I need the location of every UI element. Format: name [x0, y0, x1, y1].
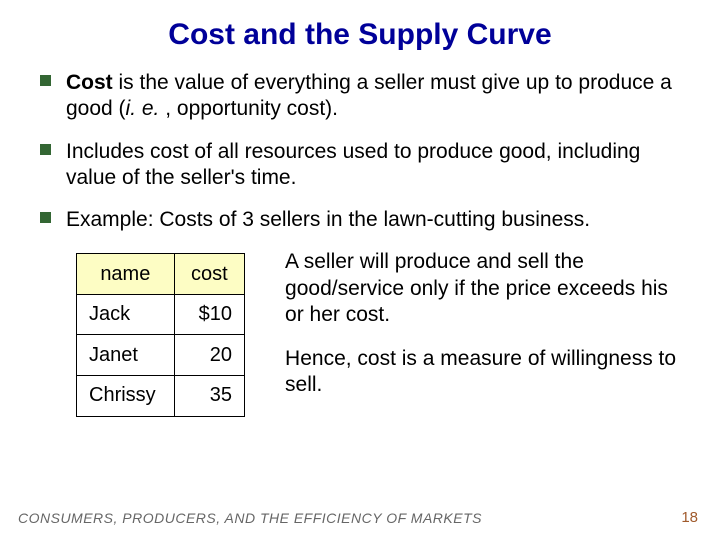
bullet-1-tail: , opportunity cost).: [159, 97, 338, 120]
cell-name: Chrissy: [77, 375, 175, 416]
header-name: name: [77, 254, 175, 295]
bullet-1-italic: i. e.: [126, 97, 160, 120]
cell-name: Janet: [77, 335, 175, 376]
bullet-3: Example: Costs of 3 sellers in the lawn-…: [40, 207, 680, 233]
table-row: Janet 20: [77, 335, 245, 376]
bullet-2: Includes cost of all resources used to p…: [40, 139, 680, 192]
page-number: 18: [681, 509, 698, 526]
cell-name: Jack: [77, 294, 175, 335]
paragraph-1: A seller will produce and sell the good/…: [285, 249, 680, 328]
bullet-1: Cost is the value of everything a seller…: [40, 70, 680, 123]
table-header-row: name cost: [77, 254, 245, 295]
table-row: Jack $10: [77, 294, 245, 335]
cell-cost: 20: [174, 335, 244, 376]
footer-text: CONSUMERS, PRODUCERS, AND THE EFFICIENCY…: [18, 510, 482, 526]
paragraph-2: Hence, cost is a measure of willingness …: [285, 346, 680, 399]
bullet-list: Cost is the value of everything a seller…: [40, 70, 680, 233]
table-row: Chrissy 35: [77, 375, 245, 416]
right-column: A seller will produce and sell the good/…: [285, 249, 680, 416]
slide-title: Cost and the Supply Curve: [40, 18, 680, 52]
cost-table: name cost Jack $10 Janet 20 Chrissy 35: [76, 253, 245, 416]
cell-cost: 35: [174, 375, 244, 416]
header-cost: cost: [174, 254, 244, 295]
bullet-1-bold: Cost: [66, 71, 113, 94]
content-row: name cost Jack $10 Janet 20 Chrissy 35 A…: [40, 249, 680, 416]
slide: Cost and the Supply Curve Cost is the va…: [0, 0, 720, 417]
cell-cost: $10: [174, 294, 244, 335]
